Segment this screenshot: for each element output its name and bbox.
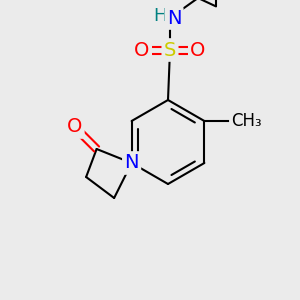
Text: O: O [190, 40, 206, 59]
Text: O: O [67, 118, 82, 136]
Text: N: N [124, 154, 139, 172]
Text: O: O [134, 40, 150, 59]
Text: H: H [153, 7, 167, 25]
Text: S: S [164, 40, 176, 59]
Text: N: N [167, 8, 181, 28]
Text: CH₃: CH₃ [231, 112, 262, 130]
